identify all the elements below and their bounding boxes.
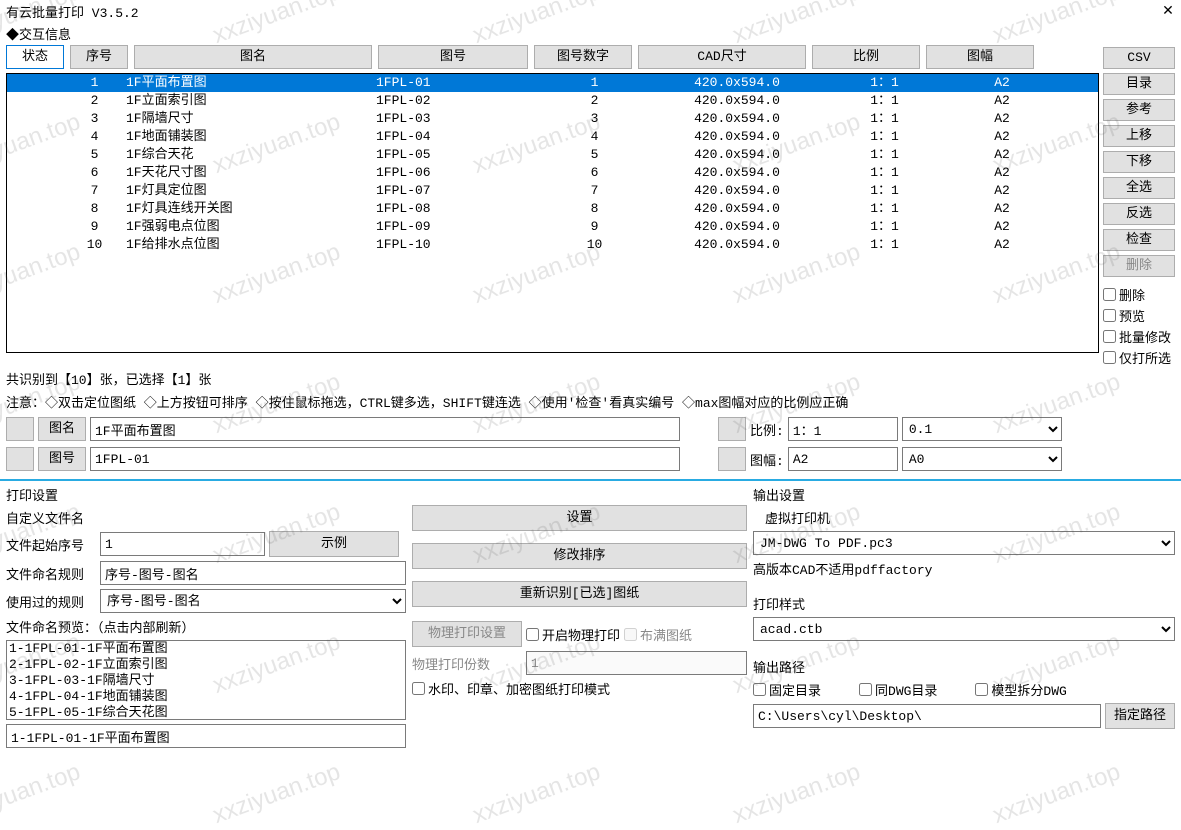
frame-label: 图幅: xyxy=(750,450,784,469)
rule-input[interactable] xyxy=(100,561,406,585)
list-item[interactable]: 5-1FPL-05-1F综合天花图 xyxy=(7,705,405,720)
list-item[interactable]: 4-1FPL-04-1F地面铺装图 xyxy=(7,689,405,705)
status-line: 共识别到【10】张，已选择【1】张 xyxy=(0,367,1181,390)
path-input[interactable] xyxy=(753,704,1101,728)
chk-del[interactable]: 删除 xyxy=(1103,285,1175,304)
virt-label: 虚拟打印机 xyxy=(753,508,1175,527)
check-button[interactable]: 检查 xyxy=(1103,229,1175,251)
hdr-status[interactable]: 状态 xyxy=(6,45,64,69)
table-row[interactable]: 21F立面索引图1FPL-022420.0x594.01：1A2 xyxy=(7,92,1098,110)
frame-input[interactable] xyxy=(788,447,898,471)
table-row[interactable]: 81F灯具连线开关图1FPL-088420.0x594.01：1A2 xyxy=(7,200,1098,218)
table-row[interactable]: 61F天花尺寸图1FPL-066420.0x594.01：1A2 xyxy=(7,164,1098,182)
used-rule-label: 使用过的规则 xyxy=(6,592,96,611)
list-item[interactable]: 2-1FPL-02-1F立面索引图 xyxy=(7,657,405,673)
selall-button[interactable]: 全选 xyxy=(1103,177,1175,199)
chk-phys-fill: 布满图纸 xyxy=(624,625,692,644)
print-settings-header: 打印设置 xyxy=(6,485,406,504)
chk-watermark[interactable]: 水印、印章、加密图纸打印模式 xyxy=(412,679,747,698)
table-row[interactable]: 41F地面铺装图1FPL-044420.0x594.01：1A2 xyxy=(7,128,1098,146)
chk-phys-enable[interactable]: 开启物理打印 xyxy=(526,625,620,644)
reorder-button[interactable]: 修改排序 xyxy=(412,543,747,569)
chk-batch[interactable]: 批量修改 xyxy=(1103,327,1175,346)
chk-ratio-box[interactable] xyxy=(718,417,746,441)
ref-button[interactable]: 参考 xyxy=(1103,99,1175,121)
hdr-num[interactable]: 图号 xyxy=(378,45,528,69)
inv-button[interactable]: 反选 xyxy=(1103,203,1175,225)
data-grid[interactable]: 11F平面布置图1FPL-011420.0x594.01：1A221F立面索引图… xyxy=(6,73,1099,353)
ratio-label: 比例: xyxy=(750,420,784,439)
table-row[interactable]: 31F隔墙尺寸1FPL-033420.0x594.01：1A2 xyxy=(7,110,1098,128)
close-icon[interactable]: ✕ xyxy=(1161,4,1175,18)
chk-fixed[interactable]: 固定目录 xyxy=(753,680,821,699)
current-file-input[interactable] xyxy=(6,724,406,748)
num-input[interactable] xyxy=(90,447,680,471)
rule-label: 文件命名规则 xyxy=(6,564,96,583)
table-row[interactable]: 51F综合天花1FPL-055420.0x594.01：1A2 xyxy=(7,146,1098,164)
chk-frame-box[interactable] xyxy=(718,447,746,471)
start-seq-label: 文件起始序号 xyxy=(6,535,96,554)
path-button[interactable]: 指定路径 xyxy=(1105,703,1175,729)
ratio-step-select[interactable]: 0.1 xyxy=(902,417,1062,441)
hdr-ratio[interactable]: 比例 xyxy=(812,45,920,69)
start-seq-input[interactable] xyxy=(100,532,265,556)
down-button[interactable]: 下移 xyxy=(1103,151,1175,173)
chk-split[interactable]: 模型拆分DWG xyxy=(975,680,1066,699)
window-title: 有云批量打印 V3.5.2 xyxy=(6,2,139,21)
phys-header: 物理打印设置 xyxy=(412,621,522,647)
hdr-size[interactable]: CAD尺寸 xyxy=(638,45,806,69)
preview-list[interactable]: 1-1FPL-01-1F平面布置图2-1FPL-02-1F立面索引图3-1FPL… xyxy=(6,640,406,720)
style-select[interactable]: acad.ctb xyxy=(753,617,1175,641)
hdr-seq[interactable]: 序号 xyxy=(70,45,128,69)
num-label: 图号 xyxy=(38,447,86,471)
custom-name-label: 自定义文件名 xyxy=(6,508,406,527)
chk-samedwg[interactable]: 同DWG目录 xyxy=(859,680,937,699)
name-label: 图名 xyxy=(38,417,86,441)
style-label: 打印样式 xyxy=(753,594,1175,613)
table-row[interactable]: 101F给排水点位图1FPL-1010420.0x594.01：1A2 xyxy=(7,236,1098,254)
chk-only[interactable]: 仅打所选 xyxy=(1103,348,1175,367)
table-row[interactable]: 71F灯具定位图1FPL-077420.0x594.01：1A2 xyxy=(7,182,1098,200)
example-button[interactable]: 示例 xyxy=(269,531,399,557)
used-rule-select[interactable]: 序号-图号-图名 xyxy=(100,589,406,613)
cad-note: 高版本CAD不适用pdffactory xyxy=(753,559,1175,578)
reident-button[interactable]: 重新识别[已选]图纸 xyxy=(412,581,747,607)
chk-name-box[interactable] xyxy=(6,417,34,441)
path-label: 输出路径 xyxy=(753,657,1175,676)
catalog-button[interactable]: 目录 xyxy=(1103,73,1175,95)
del-button[interactable]: 删除 xyxy=(1103,255,1175,277)
section-interact: ◆交互信息 xyxy=(0,22,1181,45)
ratio-input[interactable] xyxy=(788,417,898,441)
preview-label: 文件命名预览：（点击内部刷新） xyxy=(6,617,406,636)
copies-label: 物理打印份数 xyxy=(412,654,522,673)
hdr-frame[interactable]: 图幅 xyxy=(926,45,1034,69)
output-header: 输出设置 xyxy=(753,485,1175,504)
hdr-name[interactable]: 图名 xyxy=(134,45,372,69)
hdr-numd[interactable]: 图号数字 xyxy=(534,45,632,69)
csv-button[interactable]: CSV xyxy=(1103,47,1175,69)
hint-line: 注意：◇双击定位图纸 ◇上方按钮可排序 ◇按住鼠标拖选，CTRL键多选，SHIF… xyxy=(0,390,1181,413)
up-button[interactable]: 上移 xyxy=(1103,125,1175,147)
list-item[interactable]: 3-1FPL-03-1F隔墙尺寸 xyxy=(7,673,405,689)
settings-button[interactable]: 设置 xyxy=(412,505,747,531)
copies-input xyxy=(526,651,747,675)
table-row[interactable]: 11F平面布置图1FPL-011420.0x594.01：1A2 xyxy=(7,74,1098,92)
name-input[interactable] xyxy=(90,417,680,441)
chk-preview[interactable]: 预览 xyxy=(1103,306,1175,325)
list-item[interactable]: 1-1FPL-01-1F平面布置图 xyxy=(7,641,405,657)
frame-alt-select[interactable]: A0 xyxy=(902,447,1062,471)
chk-num-box[interactable] xyxy=(6,447,34,471)
table-row[interactable]: 91F强弱电点位图1FPL-099420.0x594.01：1A2 xyxy=(7,218,1098,236)
printer-select[interactable]: JM-DWG To PDF.pc3 xyxy=(753,531,1175,555)
